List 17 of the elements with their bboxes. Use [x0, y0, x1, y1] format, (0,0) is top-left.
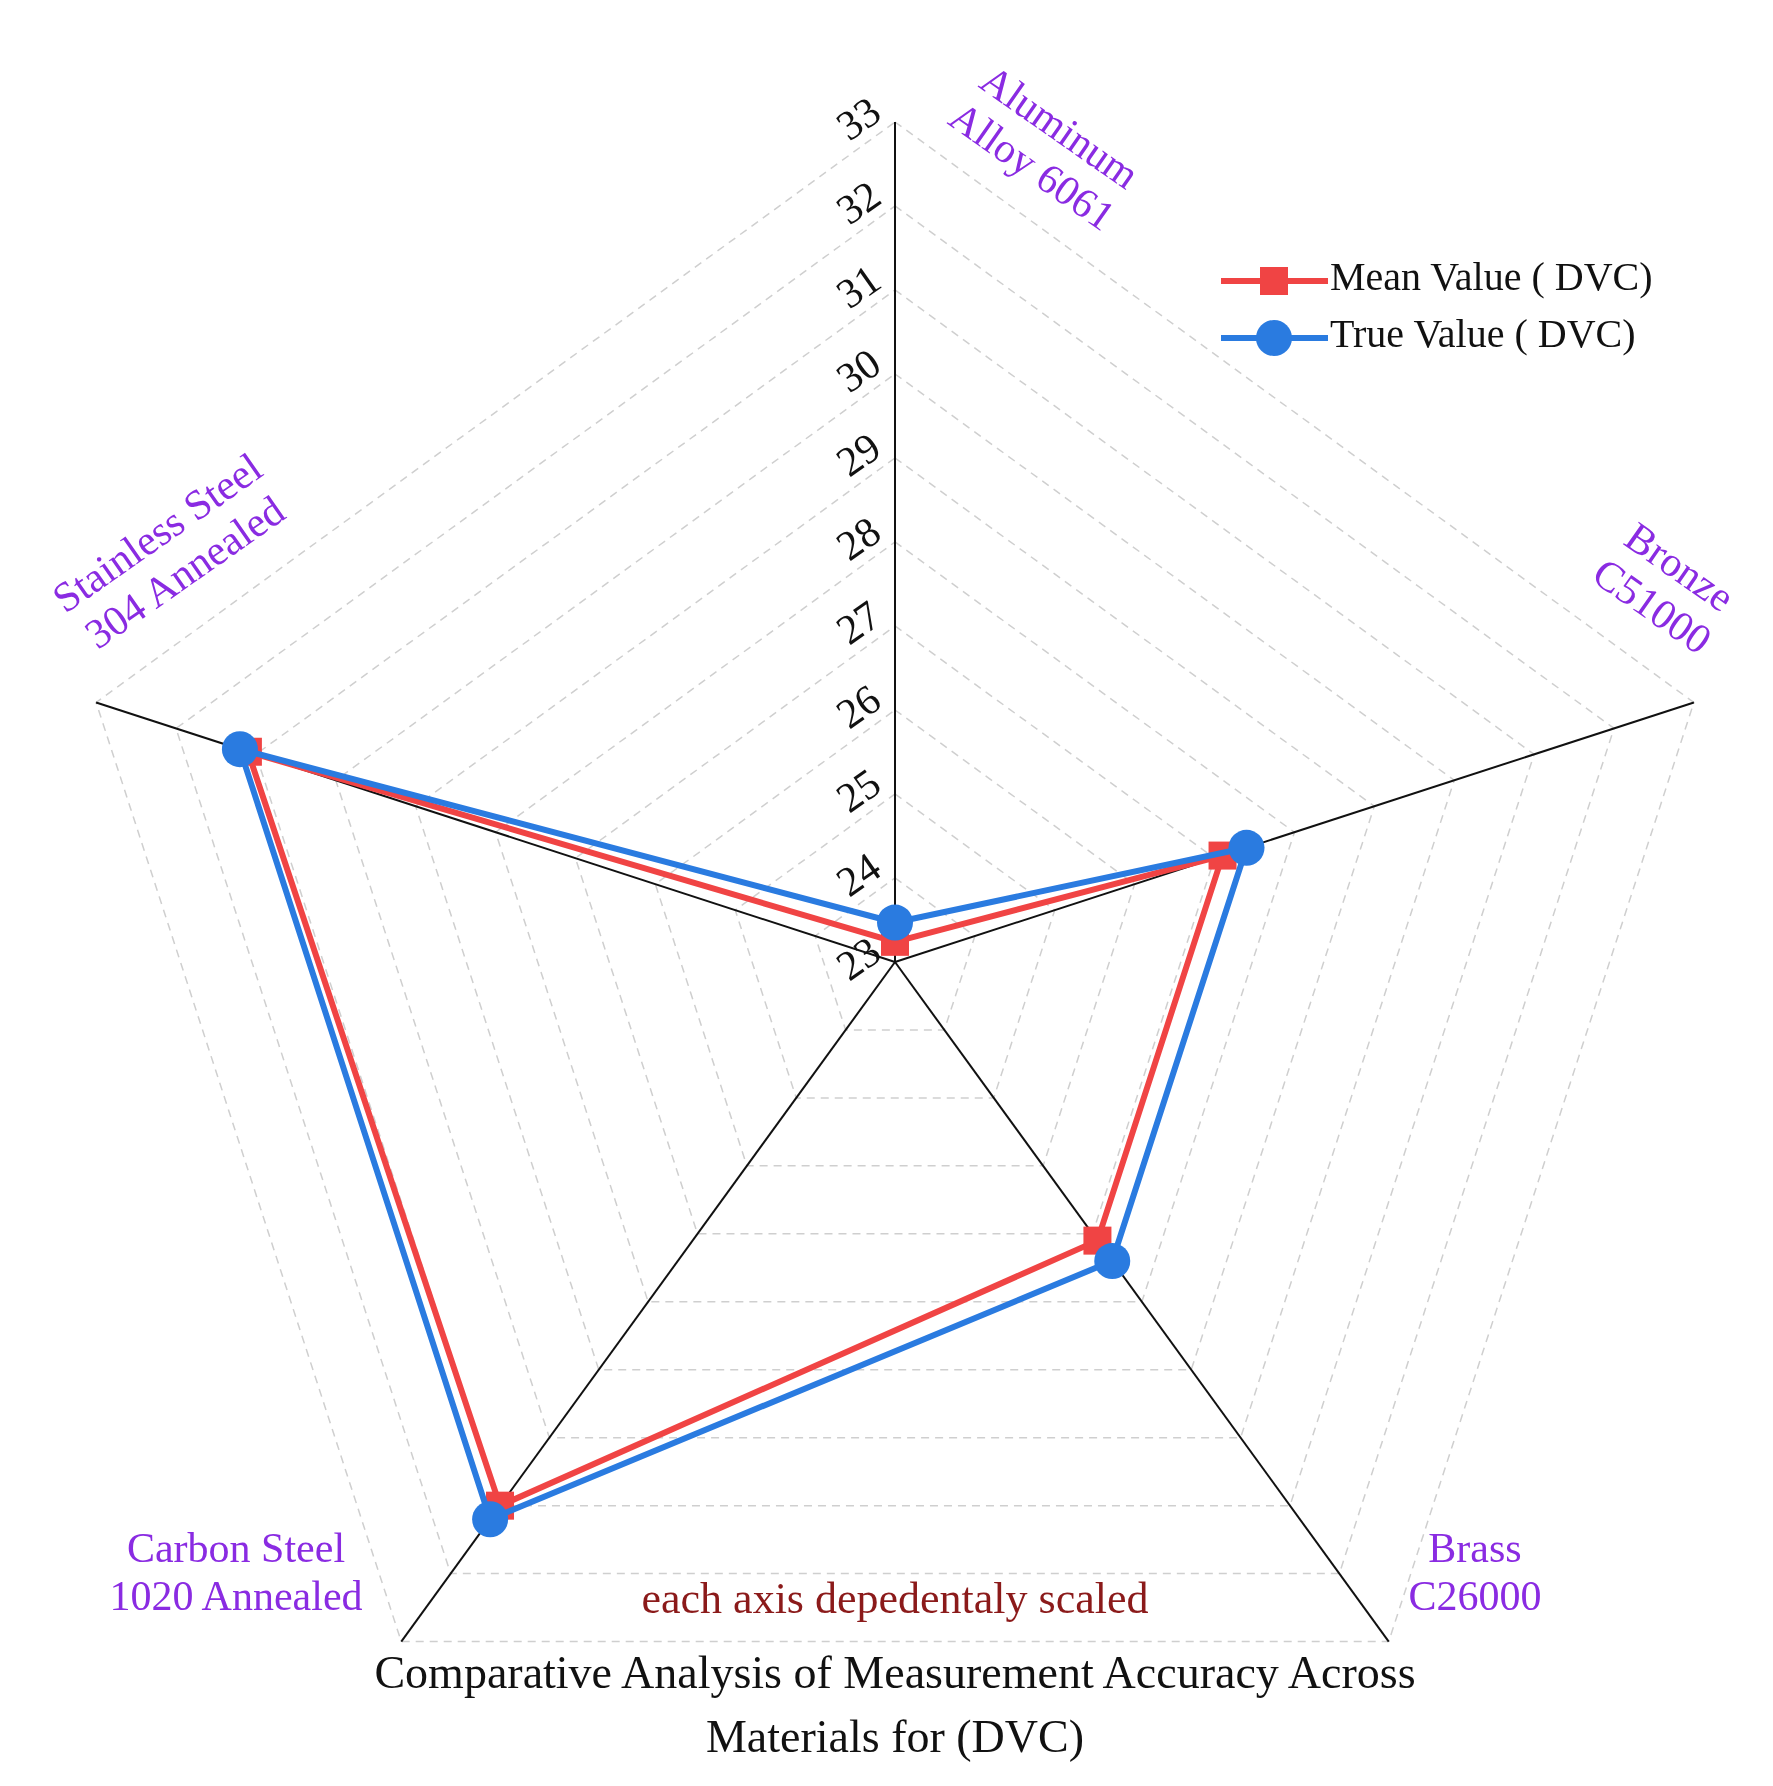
y-tick-label: 30	[828, 339, 889, 402]
legend-label: Mean Value ( DVC)	[1330, 254, 1653, 300]
y-tick-label: 31	[828, 255, 889, 318]
text: Comparative Analysis of Measurement Accuracy Across Materials for (DVC)	[374, 1647, 1416, 1762]
y-tick-label: 28	[828, 507, 889, 570]
legend-label: True Value ( DVC)	[1330, 311, 1636, 357]
y-tick-label: 33	[828, 87, 889, 150]
spoke-label: Carbon Steel 1020 Annealed	[109, 1525, 363, 1619]
y-tick-label: 25	[828, 759, 889, 822]
y-tick-label: 26	[828, 675, 889, 738]
y-tick-label: 24	[828, 843, 889, 906]
y-tick-label: 23	[828, 927, 889, 990]
text: each axis depedentaly scaled	[641, 1574, 1149, 1623]
y-tick-label: 29	[828, 423, 889, 486]
y-tick-label: 32	[828, 171, 889, 234]
spoke-label: Brass C26000	[1408, 1525, 1542, 1619]
y-tick-label: 27	[828, 591, 889, 654]
